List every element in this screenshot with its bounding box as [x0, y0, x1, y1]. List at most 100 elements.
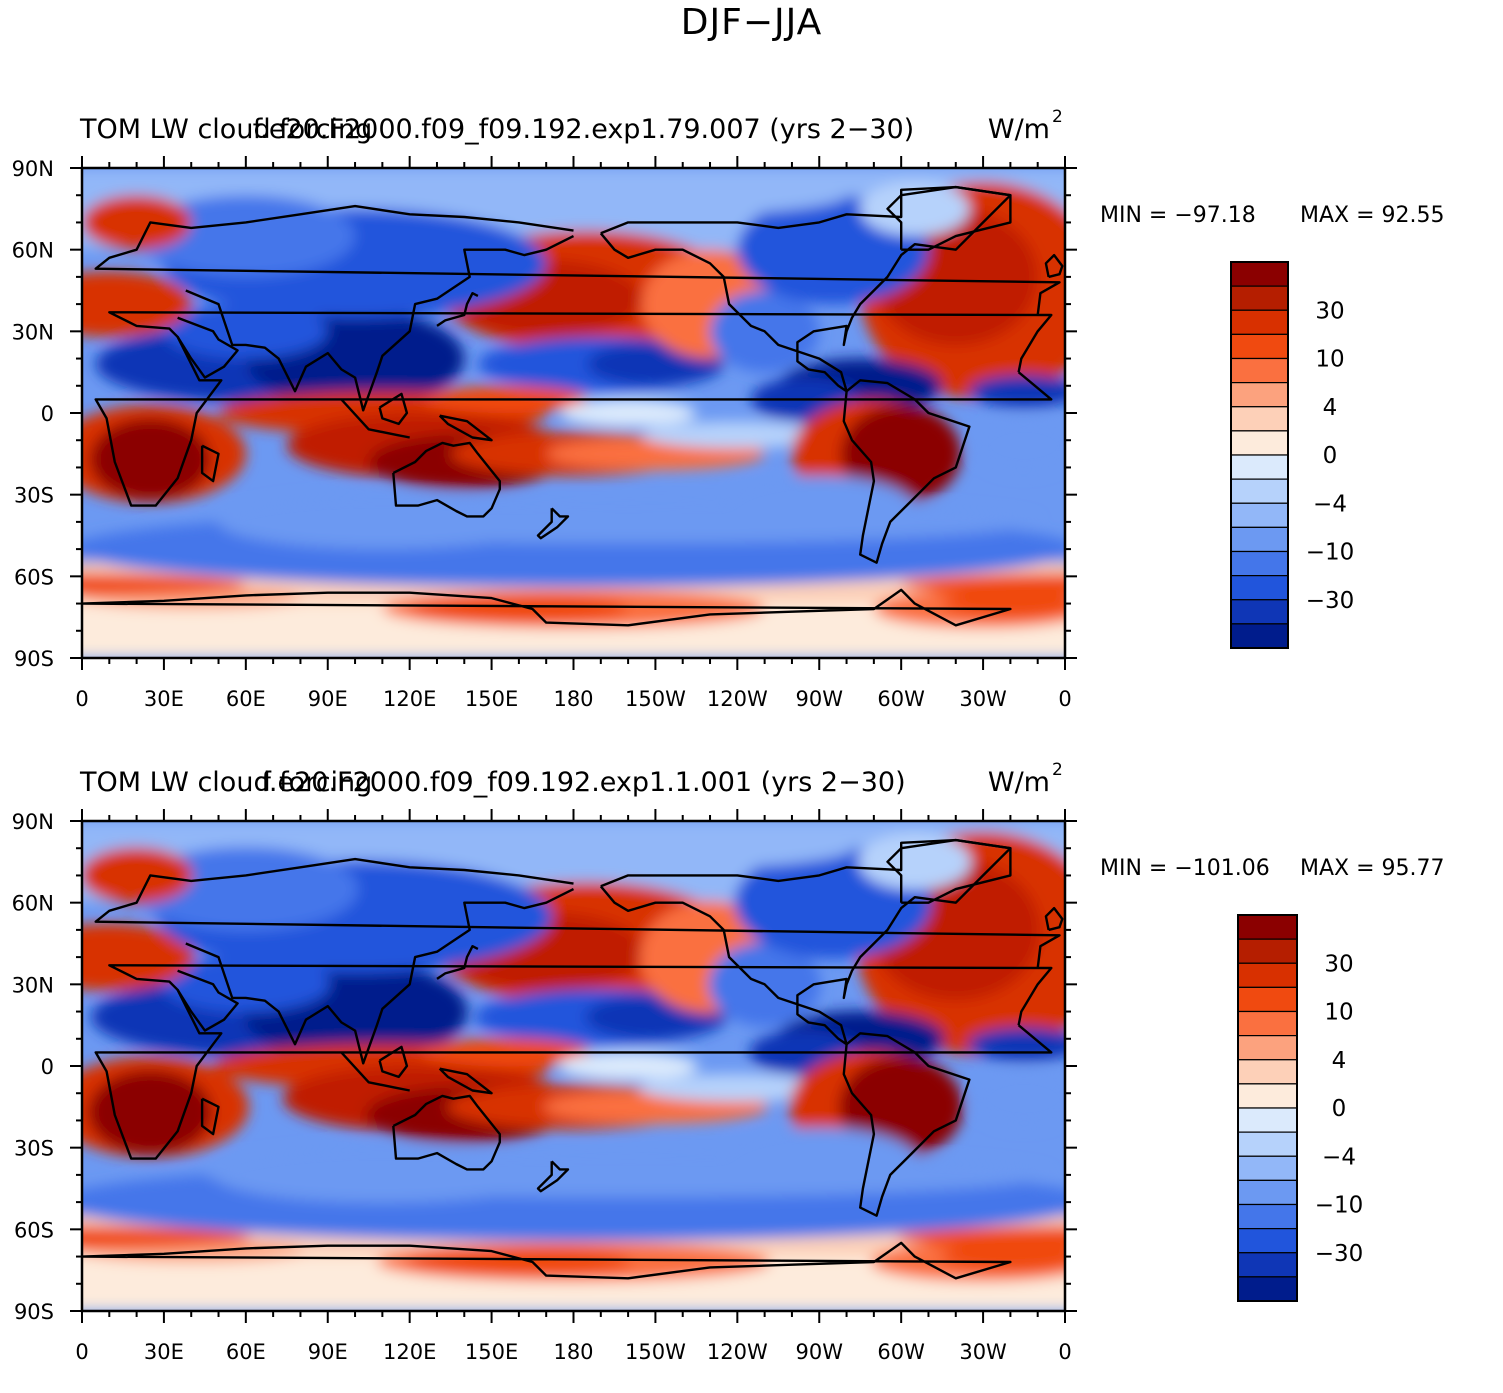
- lon-tick-label: 60W: [877, 687, 925, 711]
- lon-tick-label: 90E: [308, 687, 348, 711]
- colorbar: 30 10 4 0 −4 −10 −30: [1230, 261, 1355, 649]
- axis-ticks: [70, 809, 1077, 1323]
- lon-tick-label: 150W: [625, 1340, 686, 1364]
- lon-tick-label: 0: [1058, 1340, 1071, 1364]
- lat-tick-label: 30N: [12, 973, 54, 997]
- field-contours: [82, 168, 1065, 658]
- colorbar-label: 4: [1323, 395, 1338, 421]
- colorbar-box: [1237, 1276, 1298, 1302]
- panel-case-title: f.e20.F2000.f09_f09.192.exp1.1.001 (yrs …: [261, 767, 905, 798]
- colorbar-box: [1237, 1228, 1298, 1254]
- colorbar-label: 4: [1332, 1048, 1347, 1074]
- lat-tick-label: 30S: [14, 1137, 54, 1161]
- lon-tick-label: 120W: [707, 1340, 768, 1364]
- lat-tick-label: 60S: [14, 1218, 54, 1242]
- colorbar-box: [1230, 550, 1289, 577]
- colorbar-box: [1230, 333, 1289, 360]
- colorbar-label: −10: [1315, 1193, 1364, 1219]
- panel-units-superscript: 2: [1052, 107, 1063, 127]
- colorbar-box: [1230, 261, 1289, 287]
- lat-tick-label: 60S: [14, 565, 54, 589]
- panel-units: W/m: [988, 767, 1050, 798]
- colorbar-box: [1237, 1179, 1298, 1206]
- colorbar-box: [1230, 382, 1289, 408]
- lat-tick-label: 0: [41, 1055, 54, 1079]
- colorbar-box: [1230, 285, 1289, 311]
- axis-ticks: [70, 156, 1077, 670]
- lon-tick-label: 30W: [959, 1340, 1007, 1364]
- panel-case-title: f.e20.F2000.f09_f09.192.exp1.79.007 (yrs…: [253, 114, 914, 145]
- colorbar-label: 10: [1324, 1000, 1353, 1026]
- colorbar-box: [1237, 914, 1298, 940]
- panel-variable-title: TOM LW cloud forcing: [79, 767, 372, 798]
- lat-tick-label: 30N: [12, 320, 54, 344]
- colorbar-box: [1230, 599, 1289, 625]
- lon-tick-label: 60W: [877, 1340, 925, 1364]
- min-value: MIN = −101.06: [1100, 856, 1270, 881]
- colorbar-box: [1230, 502, 1289, 528]
- colorbar-label: −10: [1306, 540, 1355, 566]
- colorbar-label: 30: [1315, 298, 1344, 324]
- lat-tick-label: 90N: [12, 157, 54, 181]
- colorbar-box: [1237, 962, 1298, 988]
- max-value: MAX = 92.55: [1300, 203, 1445, 228]
- map-panel-bottom: 90N 60N 30N 0 30S 60S 90S 0 30E 60E 90E 120E 150E 180…: [0, 753, 1503, 1393]
- lon-tick-label: 90W: [796, 687, 844, 711]
- lon-tick-label: 0: [75, 687, 88, 711]
- lon-tick-label: 60E: [226, 1340, 266, 1364]
- coastlines: [82, 838, 1064, 1280]
- lon-tick-label: 180: [553, 687, 593, 711]
- lon-tick-label: 60E: [226, 687, 266, 711]
- colorbar-box: [1237, 1131, 1298, 1157]
- lat-tick-label: 60N: [12, 239, 54, 263]
- max-value: MAX = 95.77: [1300, 856, 1445, 881]
- lon-tick-label: 120E: [383, 1340, 436, 1364]
- panel-units-superscript: 2: [1052, 760, 1063, 780]
- lon-tick-label: 30W: [959, 687, 1007, 711]
- colorbar-box: [1230, 478, 1289, 504]
- colorbar-label: 10: [1315, 347, 1344, 373]
- lon-tick-label: 150E: [465, 1340, 518, 1364]
- map-svg: 90N 60N 30N 0 30S 60S 90S 0 30E 60E 90E 120E 150E 180…: [12, 760, 1445, 1364]
- field-contours: [82, 821, 1065, 1311]
- lat-tick-label: 60N: [12, 892, 54, 916]
- colorbar: 30 10 4 0 −4 −10 −30: [1237, 914, 1364, 1302]
- lon-tick-label: 150E: [465, 687, 518, 711]
- colorbar-box: [1237, 986, 1298, 1013]
- lon-tick-label: 90W: [796, 1340, 844, 1364]
- lat-tick-label: 30S: [14, 484, 54, 508]
- colorbar-label: 0: [1323, 443, 1338, 469]
- lon-tick-label: 30E: [144, 687, 184, 711]
- lon-tick-label: 90E: [308, 1340, 348, 1364]
- colorbar-box: [1230, 406, 1289, 432]
- colorbar-label: −4: [1322, 1144, 1356, 1170]
- lat-tick-label: 0: [41, 402, 54, 426]
- colorbar-box: [1237, 1010, 1298, 1037]
- colorbar-box: [1230, 357, 1289, 384]
- colorbar-box: [1237, 1107, 1298, 1133]
- colorbar-box: [1230, 575, 1289, 601]
- min-value: MIN = −97.18: [1100, 203, 1256, 228]
- colorbar-box: [1237, 1155, 1298, 1181]
- lat-tick-label: 90S: [14, 647, 54, 671]
- colorbar-box: [1237, 1252, 1298, 1278]
- colorbar-box: [1237, 938, 1298, 964]
- colorbar-box: [1230, 454, 1289, 480]
- colorbar-box: [1230, 526, 1289, 553]
- coastlines: [82, 185, 1064, 627]
- colorbar-label: −30: [1315, 1241, 1364, 1267]
- lon-tick-label: 120E: [383, 687, 436, 711]
- lat-tick-label: 90S: [14, 1300, 54, 1324]
- map-panel-top: 90N 60N 30N 0 30S 60S 90S 0 30E 60E 90E 120E 150E 180…: [0, 100, 1503, 740]
- lon-tick-label: 150W: [625, 687, 686, 711]
- lon-tick-label: 0: [75, 1340, 88, 1364]
- panel-variable-title: TOM LW cloud forcing: [79, 114, 372, 145]
- colorbar-label: 0: [1332, 1096, 1347, 1122]
- colorbar-box: [1230, 309, 1289, 335]
- lon-tick-label: 180: [553, 1340, 593, 1364]
- colorbar-label: −30: [1306, 588, 1355, 614]
- lon-tick-label: 30E: [144, 1340, 184, 1364]
- colorbar-box: [1237, 1059, 1298, 1085]
- colorbar-box: [1237, 1083, 1298, 1109]
- colorbar-label: −4: [1313, 491, 1347, 517]
